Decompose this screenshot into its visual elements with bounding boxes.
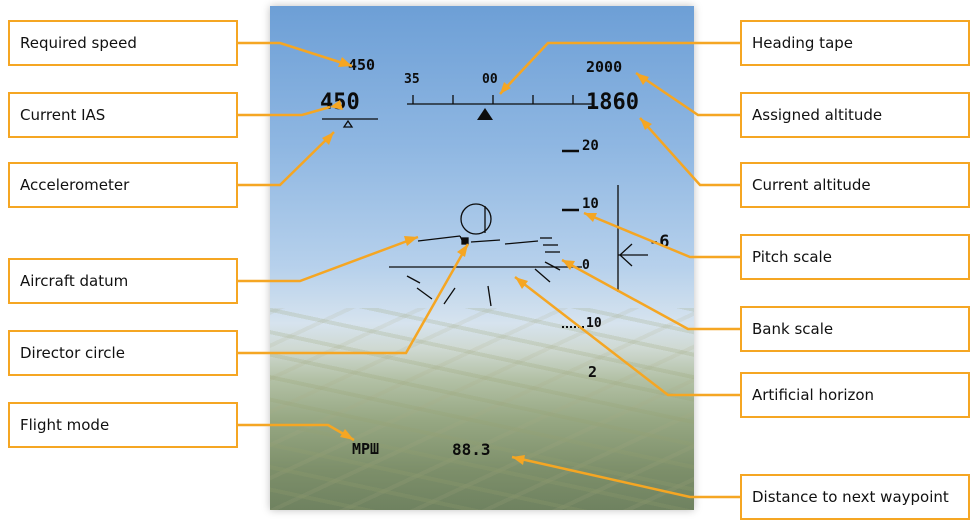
leader-artificial-horizon [514,276,740,397]
leader-lines [238,41,740,499]
ground-terrain [270,308,694,510]
callout-label: Current altitude [752,176,871,194]
callout-label: Bank scale [752,320,834,338]
callout-label: Flight mode [20,416,110,434]
arrowhead-flight-mode [340,429,354,440]
leader-heading-tape [499,41,740,95]
arrowhead-artificial-horizon [515,277,528,289]
distance-value: 88.3 [452,440,491,459]
leader-assigned-altitude [635,71,740,117]
leader-required-speed [238,41,353,68]
hud-symbols [322,95,648,328]
arrowhead-required-speed [338,57,352,67]
bank-scale-tick [406,275,421,284]
arrowhead-current-ias [330,100,343,110]
callout-label: Director circle [20,344,125,362]
leader-aircraft-datum [238,235,419,283]
callout-label: Current IAS [20,106,106,124]
flight-mode-value: МРШ [352,440,380,458]
leader-accelerometer [238,131,335,187]
callout-distance-to-next-waypoint: Distance to next waypoint [740,474,970,520]
callout-director-circle: Director circle [8,330,238,376]
leader-pitch-scale [583,211,740,259]
arrowhead-director-circle [457,244,468,257]
director-circle-icon [460,203,492,235]
bank-scale-tick [487,285,492,307]
required-speed-value: 450 [348,56,376,74]
callout-label: Distance to next waypoint [752,488,949,506]
aircraft-datum-wing-left [417,235,461,242]
callout-label: Pitch scale [752,248,832,266]
aircraft-datum-wing-right [470,239,501,243]
callout-current-altitude: Current altitude [740,162,970,208]
leader-bank-scale [561,258,740,331]
callout-label: Aircraft datum [20,272,129,290]
vertical-speed-pointer-icon [619,243,633,267]
callout-accelerometer: Accelerometer [8,162,238,208]
callout-artificial-horizon: Artificial horizon [740,372,970,418]
callout-required-speed: Required speed [8,20,238,66]
callout-label: Artificial horizon [752,386,875,404]
arrowhead-heading-tape [500,82,511,94]
bank-scale-tick [544,261,561,271]
bank-scale-tick [443,287,456,305]
heading-label-00: 00 [482,72,498,87]
heading-pointer-icon [477,108,493,120]
accelerometer-marker-icon [342,119,354,128]
leader-arrowheads [322,57,652,465]
pitch-label-20: 20 [582,138,599,154]
arrowhead-bank-scale [562,260,575,270]
callout-pitch-scale: Pitch scale [740,234,970,280]
callout-heading-tape: Heading tape [740,20,970,66]
callout-current-ias: Current IAS [8,92,238,138]
leader-current-ias [238,105,331,117]
bank-scale-tick [416,287,433,300]
pitch-label-0: 0 [582,258,590,273]
callout-flight-mode: Flight mode [8,402,238,448]
leader-flight-mode [238,423,355,442]
leader-current-altitude [639,117,740,187]
arrowhead-aircraft-datum [404,236,418,246]
callout-bank-scale: Bank scale [740,306,970,352]
bank-scale-tick [534,268,551,283]
aircraft-datum-wing-right-outer [504,240,539,245]
callout-label: Required speed [20,34,137,52]
pitch-label-10: 10 [582,196,599,212]
glide-value: 2 [588,363,598,381]
arrowhead-distance [512,455,525,465]
callout-label: Assigned altitude [752,106,883,124]
arrowhead-assigned-altitude [636,73,649,85]
arrowhead-current-altitude [640,118,652,130]
arrowhead-pitch-scale [584,213,597,222]
leader-director-circle [238,243,470,355]
heading-label-35: 35 [404,72,420,87]
callout-aircraft-datum: Aircraft datum [8,258,238,304]
pitch-label-neg10: 10 [586,316,602,331]
current-altitude-value: 1860 [586,90,639,115]
assigned-altitude-value: 2000 [586,58,623,76]
aircraft-datum-icon [461,237,469,245]
callout-label: Accelerometer [20,176,130,194]
callout-assigned-altitude: Assigned altitude [740,92,970,138]
callout-label: Heading tape [752,34,854,52]
leader-distance-to-next-waypoint [511,455,740,499]
arrowhead-accelerometer [322,132,334,145]
